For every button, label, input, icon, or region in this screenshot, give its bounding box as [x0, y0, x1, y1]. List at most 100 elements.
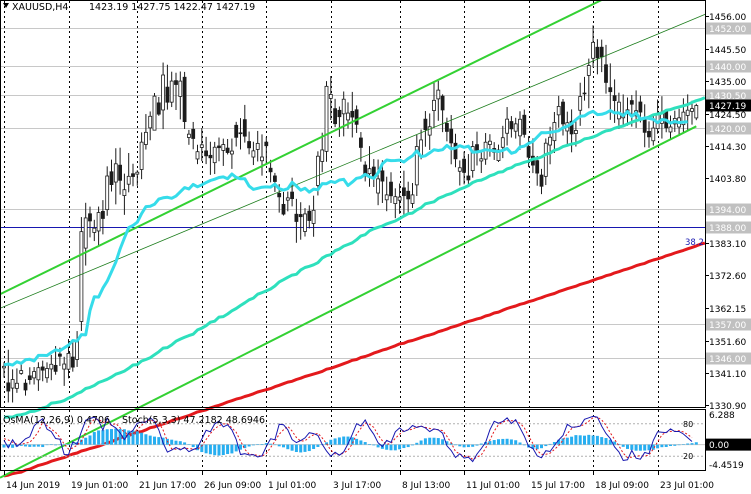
level-price-label: 1357.00: [709, 321, 746, 331]
candle: [303, 208, 307, 237]
candle-body: [75, 340, 79, 360]
osma-bar: [363, 442, 367, 445]
osma-bar: [97, 430, 101, 445]
candle-body: [453, 142, 458, 160]
candle: [204, 136, 209, 165]
time-tick-label: 8 Jul 13:00: [402, 481, 451, 491]
candle: [260, 134, 264, 176]
osma-bar: [535, 444, 539, 450]
candle-body: [414, 146, 419, 186]
candle: [685, 94, 690, 131]
candle: [479, 151, 484, 173]
candle: [131, 163, 135, 187]
osma-bar: [509, 439, 513, 445]
symbol-label: XAUUSD,H4: [12, 2, 68, 13]
osma-bar: [630, 444, 634, 450]
osma-bar: [256, 444, 260, 445]
candle-body: [328, 94, 333, 99]
candle-body: [410, 194, 415, 204]
osma-bar: [307, 444, 311, 452]
candle: [195, 144, 200, 165]
osma-bar: [84, 437, 88, 445]
candle-body: [376, 178, 381, 194]
candle-body: [40, 366, 45, 371]
osma-bar: [694, 442, 698, 445]
osma-bar: [574, 435, 578, 445]
level-price-tag: [706, 318, 751, 331]
osma-bar: [316, 444, 320, 447]
osma-bar: [32, 444, 36, 447]
candle: [186, 129, 191, 145]
osma-bar: [540, 444, 543, 449]
candle: [70, 341, 75, 372]
candle: [457, 160, 462, 186]
candle: [595, 39, 600, 75]
osma-bar: [303, 444, 307, 452]
candle: [161, 62, 166, 130]
candle-body: [186, 133, 191, 138]
candle: [135, 170, 140, 186]
osma-bar: [492, 440, 496, 445]
indicator-lines: [0, 0, 706, 479]
candle-body: [191, 128, 196, 139]
candle-body: [135, 171, 140, 175]
candle-body: [513, 123, 518, 132]
osma-bar: [393, 444, 397, 451]
candle: [255, 130, 260, 162]
candle: [27, 367, 32, 385]
osma-bar: [372, 444, 376, 446]
time-tick-label: 14 Jun 2019: [6, 481, 60, 491]
candle-body: [367, 168, 372, 175]
osma-bar: [552, 442, 556, 445]
candle-body: [617, 101, 621, 120]
candle: [565, 111, 570, 147]
osma-bar: [333, 438, 337, 445]
osma-bar: [376, 444, 380, 448]
osma-bar: [484, 442, 488, 445]
osma-bar: [217, 444, 221, 456]
osma-bar: [286, 444, 290, 450]
candle: [178, 71, 183, 120]
candle: [690, 100, 694, 125]
osma-bar: [346, 436, 350, 445]
candle-body: [229, 150, 234, 155]
osma-bar: [299, 444, 303, 453]
osma-bar: [488, 441, 492, 445]
candle-body: [569, 120, 574, 135]
candle: [363, 161, 368, 182]
candle: [221, 138, 226, 166]
osma-bar: [600, 437, 604, 445]
candle: [174, 72, 178, 111]
candle: [621, 94, 626, 128]
candle-body: [324, 85, 329, 152]
osma-bar: [101, 430, 105, 445]
time-axis: 14 Jun 2019 19 Jun 01:00 21 Jun 17:00 26 Ju…: [4, 471, 714, 491]
candle: [578, 82, 583, 126]
candle: [350, 91, 355, 138]
osma-bar: [613, 441, 617, 445]
candle: [531, 138, 535, 174]
osma-bar: [419, 440, 423, 445]
osma-bar: [234, 444, 238, 452]
candle-body: [479, 158, 484, 162]
candle: [358, 132, 363, 162]
candle-body: [440, 95, 445, 111]
candle: [324, 81, 329, 162]
candle-body: [608, 87, 613, 93]
main-panel-border: [0, 0, 706, 408]
osma-bar: [428, 437, 432, 445]
candle-body: [341, 98, 346, 115]
osma-bar: [269, 443, 273, 445]
osma-bar: [290, 444, 294, 451]
candle: [487, 134, 492, 157]
candle: [410, 183, 415, 209]
candle-body: [161, 74, 166, 111]
osma-bar: [342, 436, 346, 445]
candle: [535, 155, 540, 186]
candle: [307, 205, 312, 229]
candle: [668, 115, 673, 140]
osma-bar: [441, 439, 445, 445]
candle-body: [294, 213, 299, 222]
osma-bar: [264, 443, 268, 445]
